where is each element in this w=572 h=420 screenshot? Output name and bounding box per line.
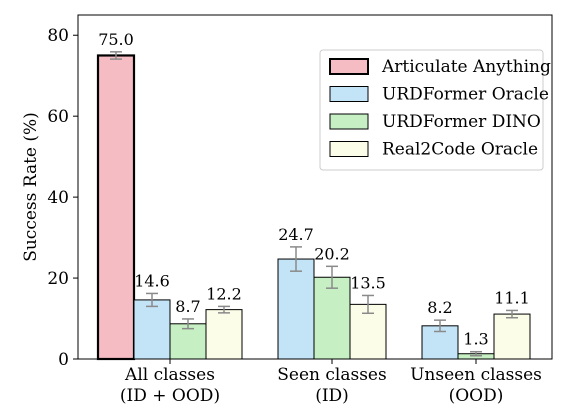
- x-tick-label: Unseen classes: [410, 365, 542, 385]
- data-label: 1.3: [463, 330, 488, 349]
- y-tick-label: 40: [47, 188, 69, 208]
- plot-frame: [77, 14, 553, 360]
- legend-label: URDFormer Oracle: [382, 85, 549, 105]
- y-tick-label: 60: [47, 107, 69, 127]
- bar-urdformer-dino: [169, 323, 207, 360]
- legend-label: Real2Code Oracle: [382, 140, 538, 160]
- data-label: 13.5: [350, 273, 386, 292]
- data-label: 8.7: [175, 297, 200, 316]
- x-tick-label: Seen classes: [277, 365, 386, 385]
- data-label: 24.7: [278, 225, 314, 244]
- data-label: 12.2: [206, 284, 242, 303]
- data-label: 75.0: [98, 30, 134, 49]
- data-labels-layer: 75.0 14.6 8.7 12.2 24.720.213.5 8.2 1.3 11.1: [98, 30, 530, 349]
- y-tick-label: 80: [47, 26, 69, 46]
- bar-real2code-oracle: [493, 313, 531, 360]
- legend-swatch: [329, 58, 369, 75]
- legend-box: [319, 49, 544, 171]
- x-axis: All classes(ID + OOD) Seen classes(ID) Uns…: [120, 359, 542, 406]
- error-bars-layer: [110, 51, 518, 357]
- y-axis: 0 20 40 60 80: [47, 26, 78, 370]
- bar-urdformer-oracle: [133, 299, 171, 360]
- x-tick-label-sub: (OOD): [449, 386, 504, 406]
- y-tick-label: 20: [47, 269, 69, 289]
- bar-real2code-oracle: [205, 309, 243, 360]
- data-label: 11.1: [494, 288, 530, 307]
- legend-label: Articulate Anything: [381, 57, 551, 77]
- y-tick-label: 0: [58, 350, 69, 370]
- data-label: 14.6: [134, 271, 170, 290]
- data-label: 8.2: [427, 298, 452, 317]
- y-axis-label: Success Rate (%): [21, 112, 41, 262]
- bar-articulate-anything: [96, 54, 136, 361]
- data-label: 20.2: [314, 244, 350, 263]
- x-tick-label: All classes: [124, 365, 215, 385]
- x-tick-label-sub: (ID): [315, 386, 349, 406]
- legend-swatch: [329, 86, 369, 102]
- x-tick-label-sub: (ID + OOD): [120, 386, 220, 406]
- bar-urdformer-oracle: [277, 258, 315, 360]
- bar-urdformer-dino: [313, 276, 351, 360]
- legend-swatch: [329, 141, 369, 157]
- legend-label: URDFormer DINO: [382, 112, 541, 132]
- legend: Articulate Anything URDFormer Oracle URDFo…: [319, 49, 551, 171]
- legend-swatch: [329, 113, 369, 130]
